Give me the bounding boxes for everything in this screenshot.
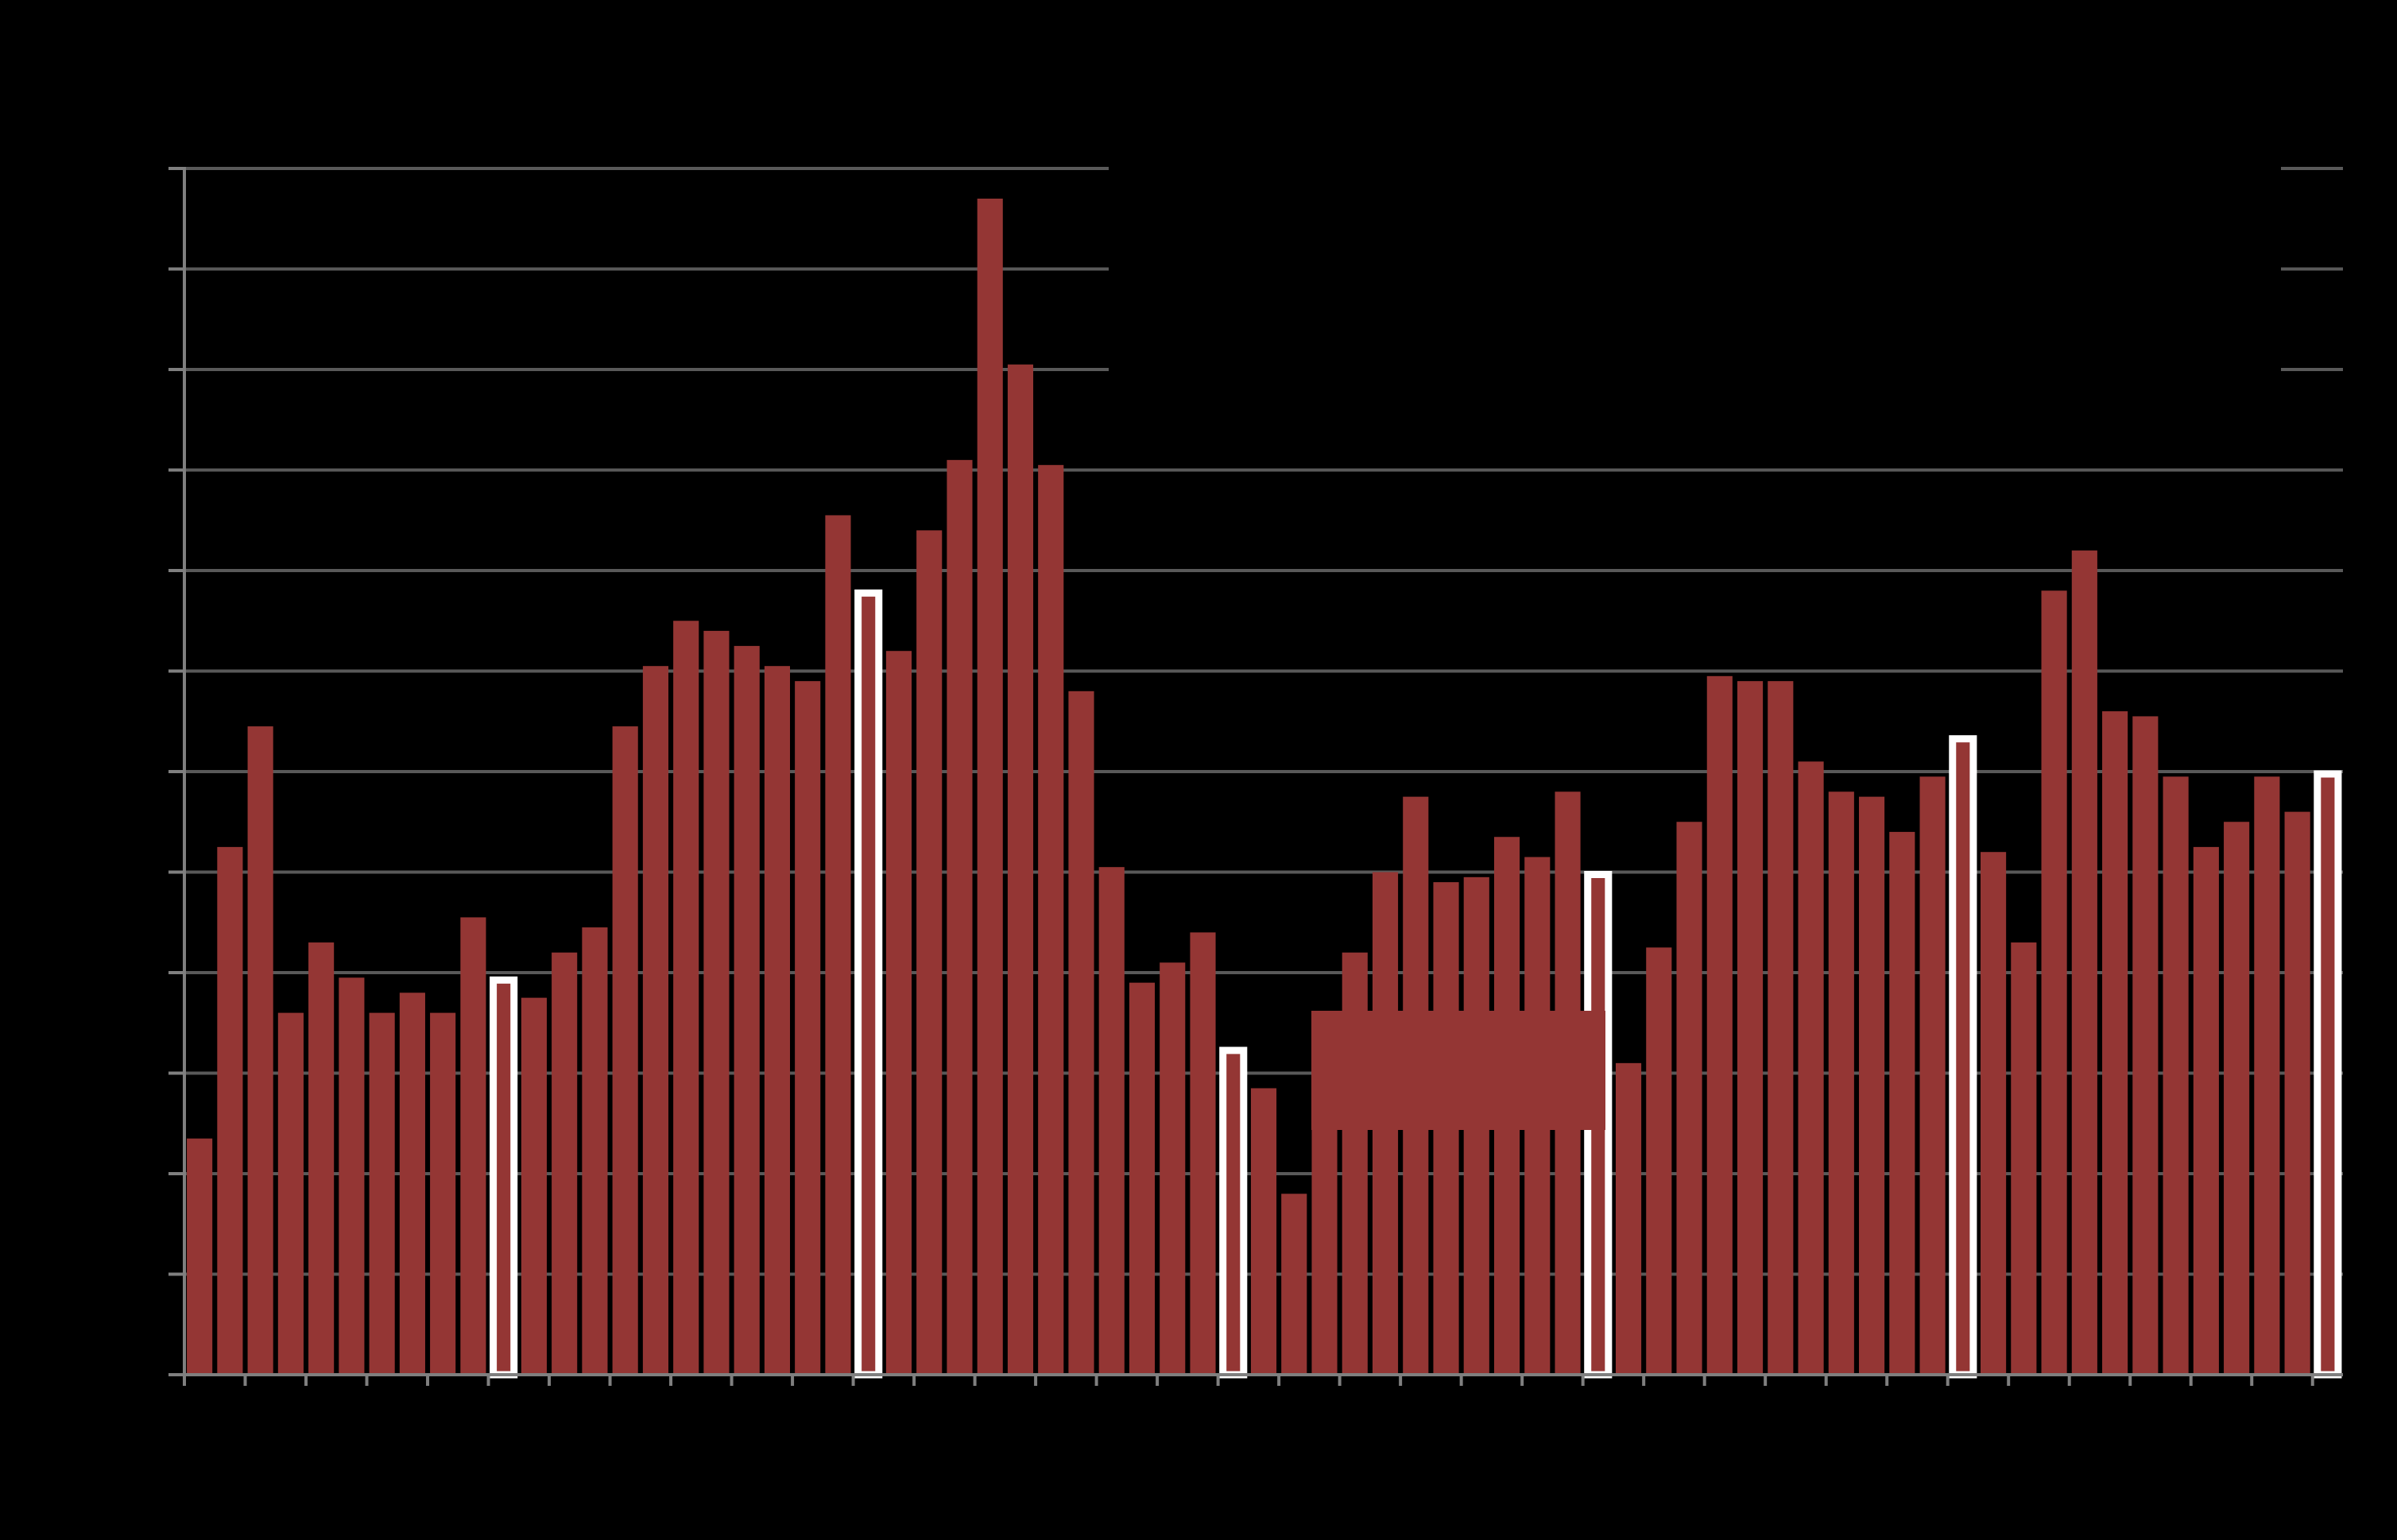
bar (1676, 822, 1702, 1375)
bar (2102, 711, 2128, 1375)
bar (885, 651, 912, 1375)
bar (795, 681, 821, 1375)
bar (1098, 867, 1125, 1375)
bar-highlighted (1219, 1047, 1248, 1379)
bar (2041, 590, 2067, 1375)
filled-box (1311, 1011, 1605, 1130)
bar (369, 1012, 395, 1375)
bar (1250, 1088, 1277, 1375)
bar (2224, 822, 2250, 1375)
bar (977, 198, 1003, 1376)
bar (521, 997, 547, 1375)
bar (1859, 796, 1885, 1375)
bar (1768, 681, 1794, 1375)
bar (1706, 675, 1733, 1375)
bar (339, 977, 365, 1375)
bar (734, 645, 760, 1375)
bar (612, 726, 638, 1375)
bar (2071, 550, 2097, 1376)
bar-highlighted (490, 976, 518, 1379)
bar (217, 846, 243, 1375)
bar (552, 952, 578, 1375)
bar-highlighted (854, 589, 883, 1379)
bar-highlighted (1949, 735, 1977, 1379)
overlay (1109, 119, 2281, 1130)
bar (1160, 962, 1186, 1375)
bar (1646, 947, 1672, 1375)
bar (764, 666, 791, 1375)
bar (642, 666, 668, 1375)
axes (168, 167, 2343, 1386)
bar (673, 621, 699, 1375)
bar (1068, 691, 1094, 1375)
bar (1038, 465, 1064, 1375)
bar (1737, 681, 1764, 1375)
bar (1281, 1194, 1307, 1375)
bar (2132, 716, 2159, 1375)
bar (1007, 364, 1034, 1375)
bar (1615, 1062, 1642, 1375)
bar (1889, 831, 1915, 1375)
bar (430, 1012, 456, 1375)
bar (947, 459, 973, 1375)
bar (2193, 846, 2219, 1375)
occluding-box (1109, 119, 2281, 453)
bar-highlighted (2314, 770, 2342, 1379)
bar (1129, 982, 1156, 1375)
bar (1981, 852, 2007, 1375)
bar (1919, 776, 1946, 1375)
bar (2163, 776, 2189, 1375)
bar (1828, 791, 1854, 1375)
bar (460, 917, 486, 1375)
bar (2011, 942, 2037, 1375)
bar (187, 1138, 213, 1375)
bar (2284, 811, 2310, 1375)
bar (277, 1012, 304, 1375)
bar (582, 927, 608, 1375)
bar (2254, 776, 2280, 1375)
bar (1190, 932, 1216, 1375)
bar (825, 515, 851, 1375)
bar (247, 726, 273, 1375)
bar (308, 942, 335, 1375)
bar (916, 530, 943, 1375)
bar (1798, 761, 1824, 1375)
bar (399, 992, 425, 1375)
bar (703, 630, 730, 1375)
